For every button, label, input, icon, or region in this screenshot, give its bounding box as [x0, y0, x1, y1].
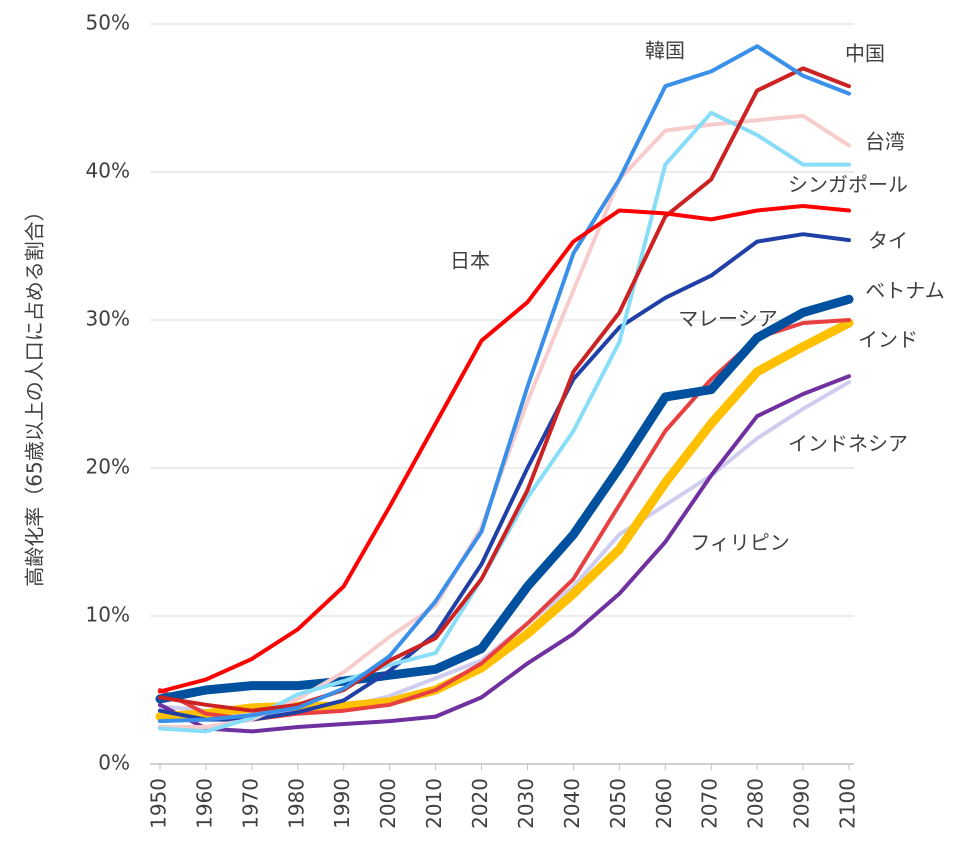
series-line	[158, 204, 851, 694]
x-tick-label: 2050	[606, 778, 630, 829]
x-tick-label: 1970	[238, 778, 262, 829]
y-tick-label: 10%	[86, 603, 130, 627]
series-line	[158, 110, 851, 734]
x-tick-label: 2010	[422, 778, 446, 829]
x-tick-label: 2100	[836, 778, 860, 829]
series-line	[158, 374, 851, 734]
y-tick-label: 30%	[86, 307, 130, 331]
y-tick-label: 40%	[86, 159, 130, 183]
series-line	[158, 44, 851, 724]
series-line	[155, 294, 854, 704]
series-label: インドネシア	[788, 432, 908, 456]
series-line	[158, 232, 851, 722]
x-tick-label: 2090	[790, 778, 814, 829]
x-tick-label: 1990	[330, 778, 354, 829]
x-tick-label: 2060	[652, 778, 676, 829]
x-tick-label: 2080	[744, 778, 768, 829]
x-tick-label: 1950	[147, 778, 171, 829]
x-tick-label: 2030	[514, 778, 538, 829]
y-tick-label: 50%	[86, 11, 130, 35]
series-label: ベトナム	[865, 279, 944, 303]
series-label: 日本	[450, 249, 490, 273]
series-label: タイ	[868, 229, 908, 253]
series-label: マレーシア	[678, 307, 778, 331]
y-axis-label: 高齢化率（65歳以上の人口に占める割合）	[23, 201, 47, 586]
x-tick-label: 2020	[468, 778, 492, 829]
series-label: 中国	[845, 42, 885, 66]
x-tick-label: 2040	[560, 778, 584, 829]
series-line	[158, 66, 851, 713]
series-label: 台湾	[865, 130, 905, 154]
y-tick-label: 0%	[98, 751, 130, 775]
series-label: インド	[858, 328, 918, 352]
x-tick-label: 1980	[284, 778, 308, 829]
series-label: フィリピン	[690, 531, 790, 555]
series-line	[158, 113, 851, 729]
series-label: 韓国	[645, 39, 685, 63]
x-tick-label: 2000	[376, 778, 400, 829]
x-tick-label: 2070	[698, 778, 722, 829]
x-tick-label: 1960	[192, 778, 216, 829]
series-label: シンガポール	[788, 173, 908, 197]
y-tick-label: 20%	[86, 455, 130, 479]
